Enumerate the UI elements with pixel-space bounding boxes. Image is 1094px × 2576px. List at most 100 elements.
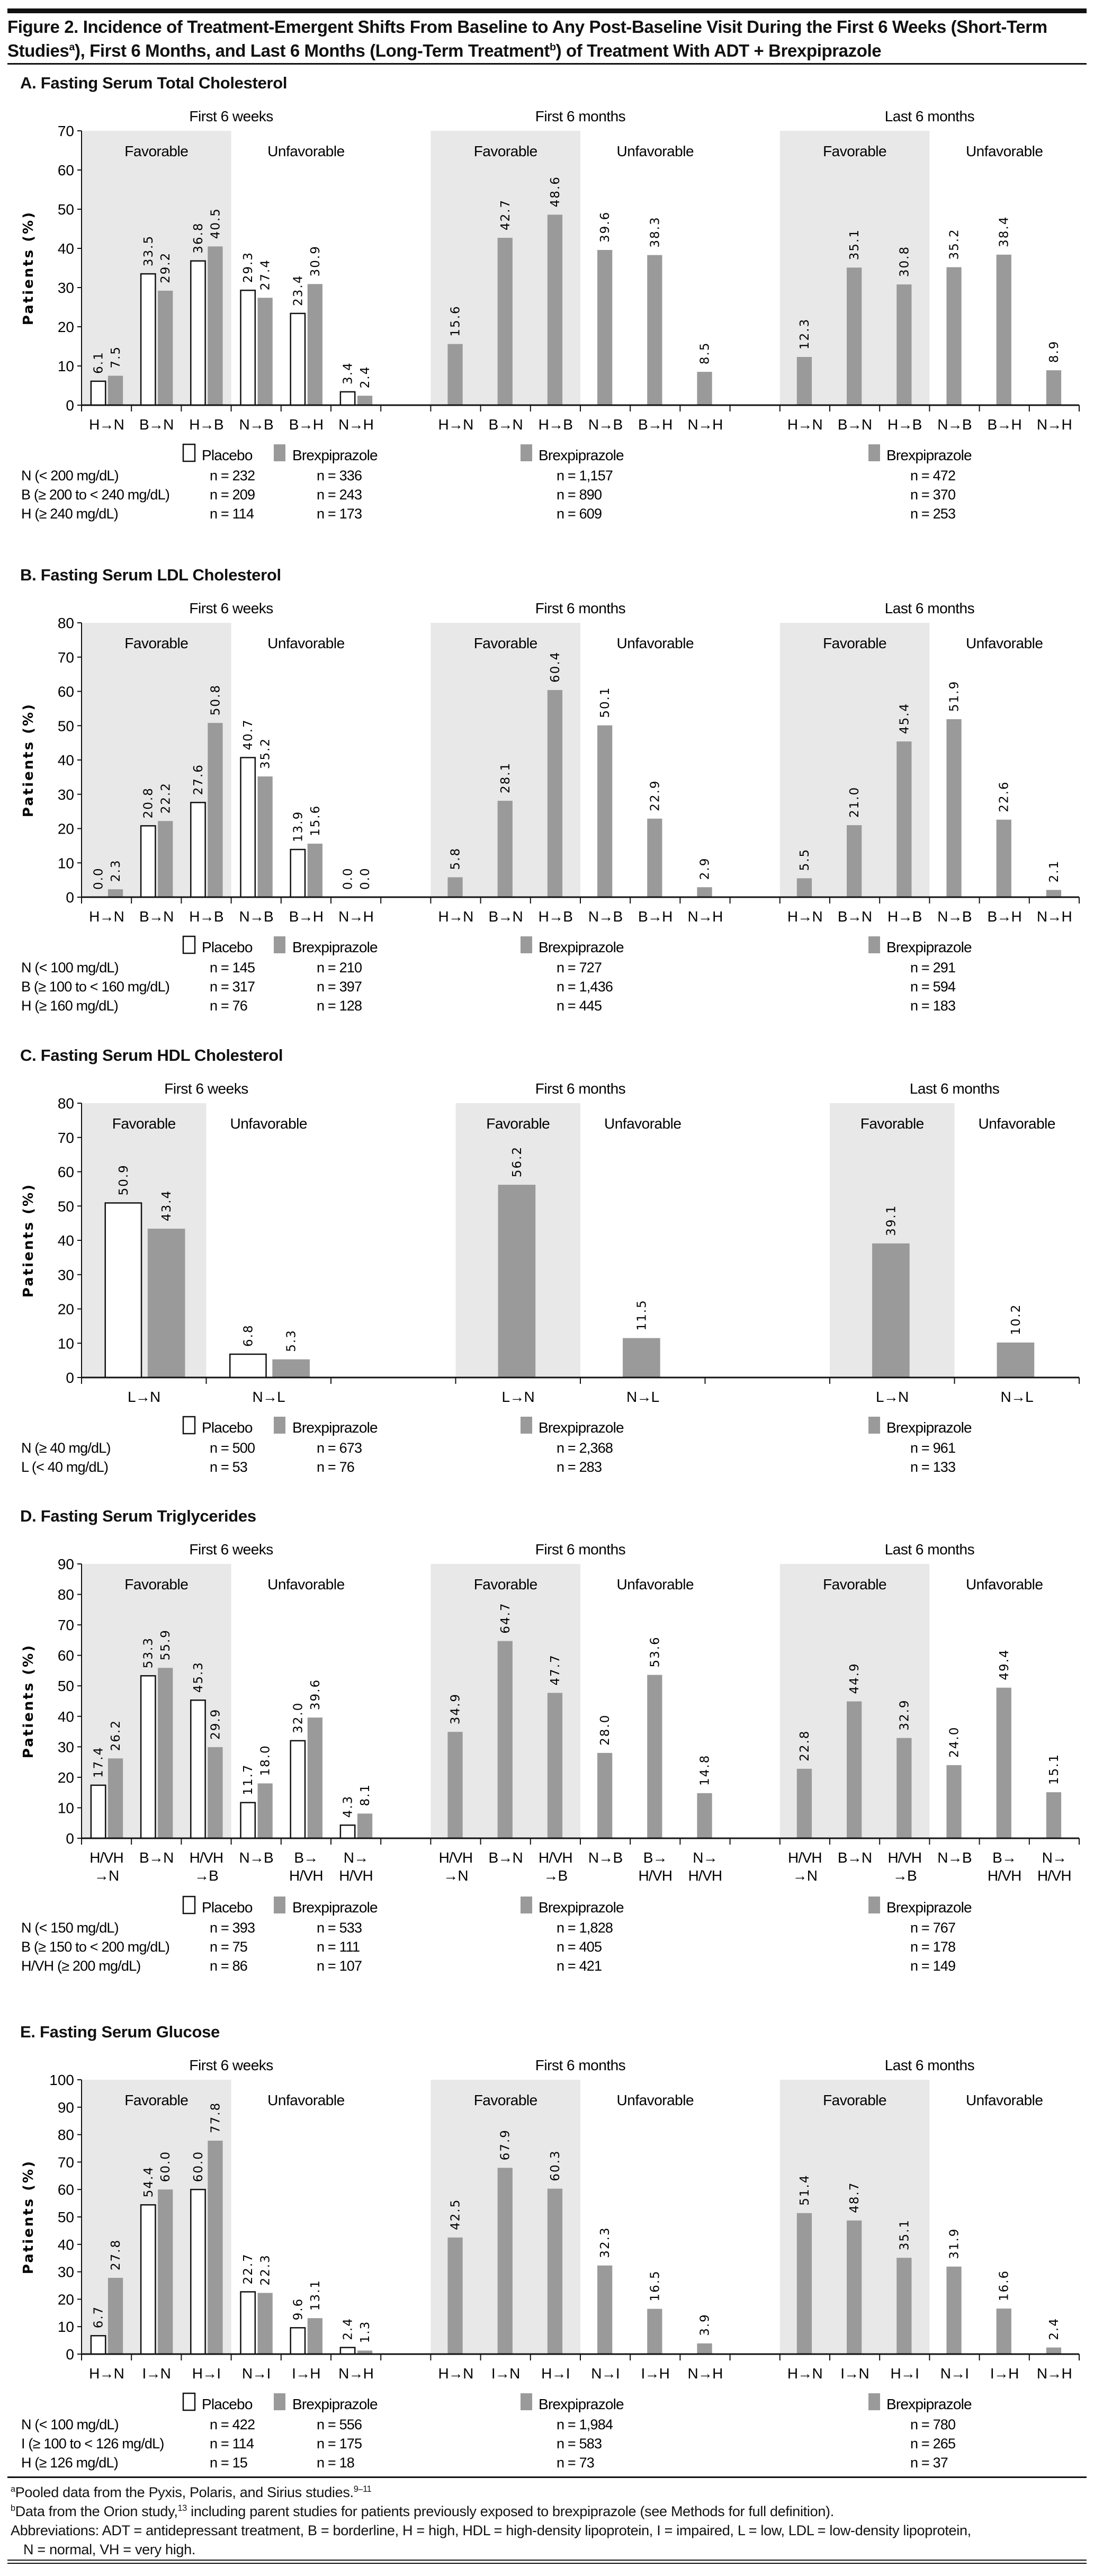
bar-placebo [339,1824,356,1839]
bar-brexpiprazole [1046,890,1062,897]
bar-value-label: 22.3 [259,2254,273,2285]
category-label: N→B [937,1849,972,1866]
category-label: B→N [139,908,174,925]
bar-value-label: 60.0 [159,2151,173,2182]
y-axis-label: Patients (%) [21,2160,37,2274]
group-title: First 6 weeks [189,2057,273,2073]
bar-brexpiprazole [946,2266,962,2354]
n-value: n = 594 [910,979,956,995]
bar-value-label: 7.5 [109,346,123,369]
legend-swatch-placebo [182,443,196,462]
bar-value-label: 29.3 [241,252,255,283]
y-tick-label: 80 [58,1587,74,1603]
legend-swatch-brexpiprazole [868,2393,880,2410]
n-value: n = 890 [557,487,602,503]
bar-value-label: 14.8 [698,1755,712,1786]
favorable-label: Favorable [823,143,886,159]
bar-value-label: 77.8 [209,2102,222,2133]
category-label: H→N [89,416,124,433]
y-tick-label: 30 [58,1739,74,1755]
figure-title: Figure 2. Incidence of Treatment-Emergen… [7,15,1047,62]
legend-label: Placebo [202,1899,253,1916]
unfavorable-label: Unfavorable [966,2092,1043,2108]
y-axis-label: Patients (%) [21,211,37,325]
bar-value-label: 40.5 [209,208,222,239]
n-value: n = 767 [910,1920,955,1936]
bar-brexpiprazole [847,825,862,897]
category-label: H→N [89,2365,124,2382]
bar-value-label: 13.1 [309,2279,322,2311]
bar-value-label: 5.8 [449,847,463,870]
bar-brexpiprazole [158,2189,173,2354]
y-tick-label: 0 [66,1830,74,1847]
y-tick-label: 30 [58,2264,74,2280]
unfavorable-label: Unfavorable [267,2092,344,2108]
n-row-label: I (≥ 100 to < 126 mg/dL) [21,2436,164,2452]
bar-value-label: 16.6 [998,2270,1011,2301]
footnotes: aPooled data from the Pyxis, Polaris, an… [11,2483,971,2559]
footnote-marker: b [549,41,556,53]
panel-title-a: A. Fasting Serum Total Cholesterol [20,74,288,92]
bar-value-label: 2.4 [342,2318,355,2340]
bar-value-label: 13.9 [291,811,305,842]
n-value: n = 111 [317,1939,360,1955]
bar-value-label: 60.4 [549,651,562,683]
bar-brexpiprazole [107,1758,123,1838]
bar-brexpiprazole [796,2213,812,2354]
bar-brexpiprazole [847,2220,862,2354]
category-label: H→N [89,908,124,925]
bar-brexpiprazole [208,723,223,897]
bar-brexpiprazole [896,284,912,405]
group-title: Last 6 months [885,1541,974,1558]
bar-value-label: 50.9 [117,1164,131,1195]
bar-value-label: 35.2 [259,738,273,769]
category-label: →N [793,1867,818,1884]
bar-brexpiprazole [996,1687,1011,1838]
bar-brexpiprazole [107,375,123,405]
bar-value-label: 28.1 [499,762,513,793]
y-tick-label: 20 [58,1301,74,1318]
legend-swatch-placebo [182,2392,196,2411]
category-label: N→H [338,416,373,433]
bar-brexpiprazole [872,1243,910,1378]
group-title: Last 6 months [885,108,974,124]
bar-value-label: 0.0 [342,867,355,890]
category-label: N→B [239,416,273,433]
category-label: H→N [787,416,822,433]
bar-value-label: 53.6 [648,1636,662,1667]
bar-brexpiprazole [847,1701,862,1838]
bar-value-label: 39.6 [309,1679,322,1710]
y-tick-label: 60 [58,1164,74,1180]
category-label: H→N [438,2365,473,2382]
category-label: B→H [638,416,672,433]
bar-value-label: 38.3 [648,216,662,247]
bar-placebo [240,757,256,898]
y-axis-label: Patients (%) [21,703,37,817]
legend-swatch-placebo [182,1895,196,1915]
n-value: n = 265 [910,2436,955,2452]
category-label: →N [443,1867,468,1884]
bar-placebo [290,312,306,406]
bar-value-label: 6.7 [92,2306,106,2329]
category-label: N→H [687,416,722,433]
n-value: n = 18 [317,2455,354,2471]
category-label: N→I [591,2365,620,2382]
legend-swatch-brexpiprazole [868,936,880,953]
category-label: L→N [876,1389,908,1405]
legend-label: Brexpiprazole [886,1899,972,1916]
y-axis-label: Patients (%) [21,1644,37,1758]
bar-brexpiprazole [996,819,1011,897]
category-label: N→B [588,1849,623,1866]
category-label: H→I [192,2365,221,2382]
bar-brexpiprazole [147,1228,185,1378]
bar-brexpiprazole [697,887,712,897]
legend-swatch-brexpiprazole [274,2393,285,2410]
n-value: n = 445 [557,998,602,1014]
category-label: H→B [189,416,223,433]
bar-brexpiprazole [447,344,463,405]
category-label: L→N [502,1389,534,1405]
bar-brexpiprazole [307,284,322,405]
unfavorable-label: Unfavorable [267,143,344,159]
legend-swatch-brexpiprazole [521,444,532,461]
bar-placebo [339,391,356,406]
